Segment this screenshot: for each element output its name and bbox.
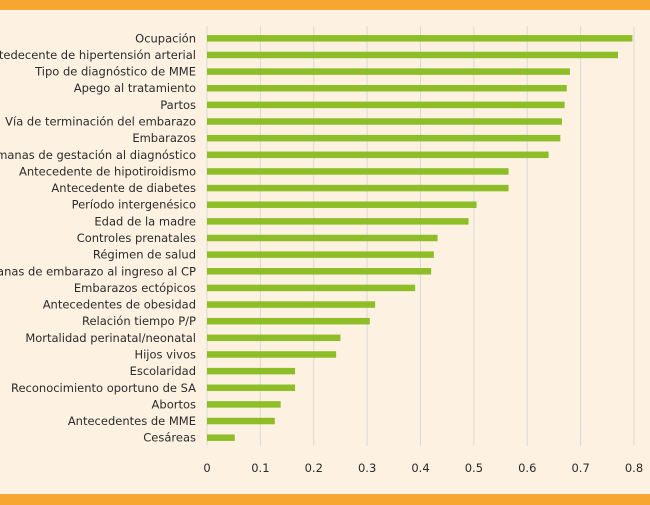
bar-23 (207, 417, 275, 425)
category-label-15: Embarazos ectópicos (74, 281, 196, 295)
category-label-8: Antecedente de hipotiroidismo (19, 164, 196, 178)
bar-6 (207, 134, 561, 142)
x-tick-label-6: 0.6 (518, 461, 536, 475)
bar-12 (207, 234, 438, 242)
category-label-16: Antecedentes de obesidad (43, 298, 196, 312)
category-label-4: Partos (160, 98, 196, 112)
bar-0 (207, 35, 633, 42)
category-label-19: Hijos vivos (134, 347, 196, 361)
category-label-6: Embarazos (132, 131, 196, 145)
category-label-21: Reconocimiento oportuno de SA (11, 381, 196, 395)
category-label-22: Abortos (152, 397, 196, 411)
x-tick-label-3: 0.3 (358, 461, 376, 475)
bar-16 (207, 301, 376, 308)
bar-21 (207, 384, 296, 392)
x-tick-label-2: 0.2 (305, 461, 323, 475)
x-tick-label-4: 0.4 (411, 461, 429, 475)
category-label-2: Tipo de diagnóstico de MME (34, 65, 196, 79)
category-label-23: Antecedentes de MME (68, 414, 196, 428)
bar-13 (207, 251, 434, 258)
x-tick-label-8: 0.8 (625, 461, 643, 475)
bar-2 (207, 68, 570, 75)
bar-14 (207, 268, 432, 275)
category-label-7: Semanas de gestación al diagnóstico (0, 148, 196, 162)
x-tick-label-5: 0.5 (465, 461, 483, 475)
bar-15 (207, 284, 416, 292)
bar-17 (207, 317, 370, 325)
category-label-24: Cesáreas (143, 431, 196, 445)
bar-5 (207, 118, 562, 125)
category-label-13: Régimen de salud (93, 248, 196, 262)
category-label-17: Relación tiempo P/P (82, 314, 196, 328)
x-tick-label-0: 0 (203, 461, 210, 475)
category-label-18: Mortalidad perinatal/neonatal (25, 331, 196, 345)
bar-20 (207, 367, 296, 375)
category-label-3: Apego al tratamiento (74, 81, 196, 95)
bar-3 (207, 84, 567, 92)
bar-18 (207, 334, 341, 342)
bar-19 (207, 351, 337, 358)
category-label-20: Escolaridad (130, 364, 196, 378)
bar-22 (207, 401, 281, 408)
bar-1 (207, 51, 618, 59)
bar-10 (207, 201, 477, 208)
category-label-1: Antedecente de hipertensión arterial (0, 48, 196, 62)
category-label-14: Semanas de embarazo al ingreso al CP (0, 264, 196, 278)
x-tick-label-1: 0.1 (251, 461, 269, 475)
category-label-0: Ocupación (135, 31, 196, 45)
bar-8 (207, 168, 509, 175)
category-label-12: Controles prenatales (77, 231, 196, 245)
x-tick-label-7: 0.7 (571, 461, 589, 475)
bar-11 (207, 218, 469, 225)
category-label-5: Vía de terminación del embarazo (5, 115, 196, 129)
category-label-9: Antecedente de diabetes (51, 181, 196, 195)
bottom-band (0, 494, 650, 505)
bar-4 (207, 101, 565, 109)
bar-7 (207, 151, 549, 159)
category-label-11: Edad de la madre (94, 214, 196, 228)
top-band (0, 0, 650, 10)
bar-9 (207, 184, 509, 192)
bar-24 (207, 434, 235, 441)
category-label-10: Período intergenésico (72, 198, 196, 212)
